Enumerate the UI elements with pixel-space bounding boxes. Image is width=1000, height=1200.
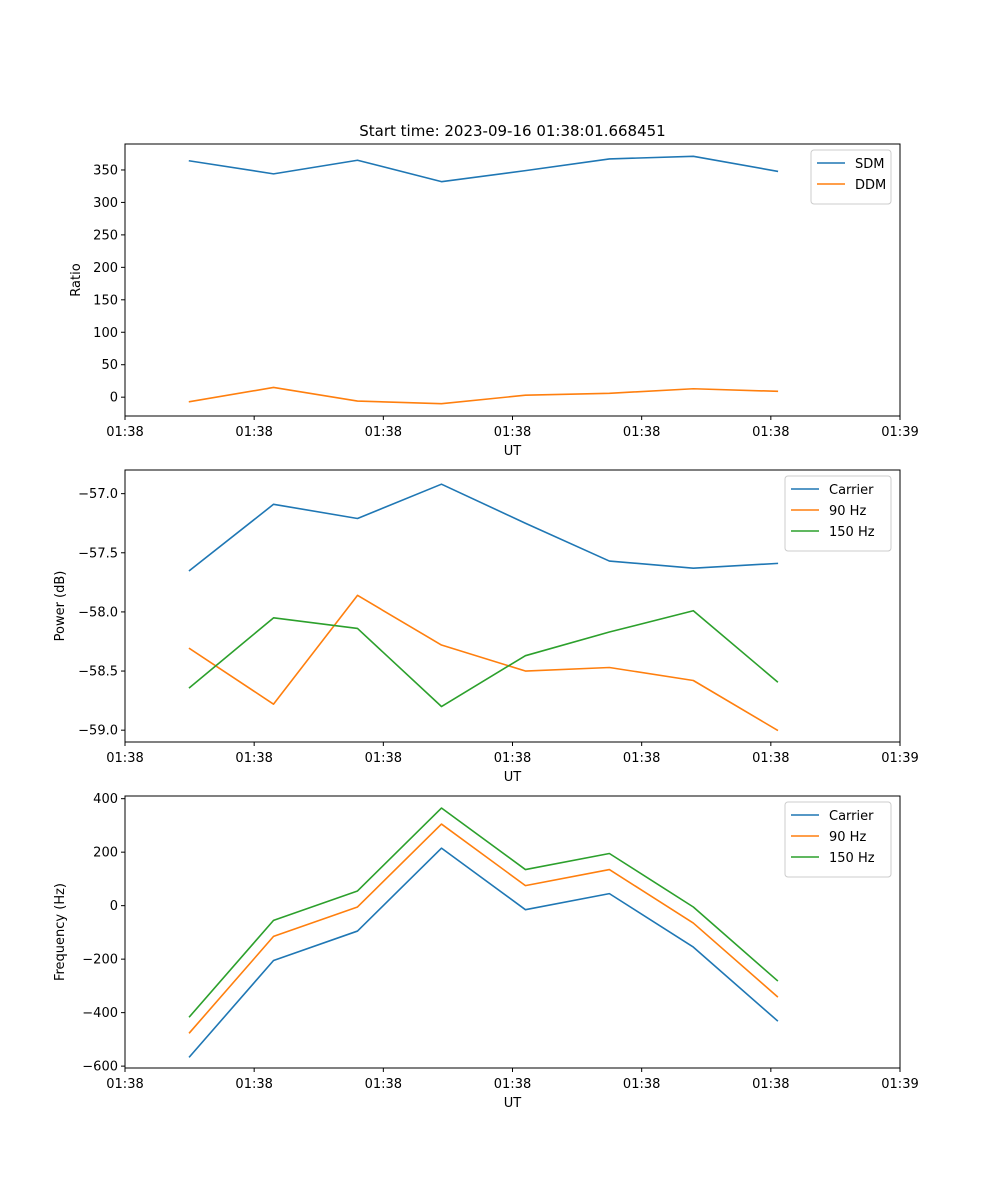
x-tick-label: 01:39: [881, 751, 918, 766]
y-tick-label: −200: [82, 953, 118, 968]
subplots: 01:38 01:38 01:38 01:38 01:38 01:38 01:39 0 50 10…: [53, 143, 919, 1111]
legend-box: [784, 801, 892, 878]
x-tick-label: 01:38: [365, 751, 402, 766]
x-tick-label: 01:38: [235, 1077, 272, 1092]
y-tick-label: 200: [93, 846, 118, 861]
series-line-ddm: [188, 386, 779, 405]
series-line-carrier: [188, 847, 779, 1058]
y-tick-label: 100: [93, 326, 118, 341]
series-line-90-hz: [188, 594, 779, 732]
y-tick-label: −58.5: [78, 665, 118, 680]
series-line-sdm: [188, 155, 779, 183]
y-tick-label: −59.0: [78, 724, 118, 739]
x-tick-label: 01:38: [106, 751, 143, 766]
x-tick-label: 01:38: [494, 1077, 531, 1092]
x-tick-label: 01:38: [752, 425, 789, 440]
legend-label: DDM: [855, 178, 886, 193]
x-tick-label: 01:38: [235, 425, 272, 440]
y-tick-label: −58.0: [78, 605, 118, 620]
y-tick-label: 400: [93, 792, 118, 807]
legend: Carrier 90 Hz 150 Hz: [784, 475, 892, 552]
series-line-150-hz: [188, 609, 779, 708]
x-tick-label: 01:38: [235, 751, 272, 766]
legend-label: 90 Hz: [829, 504, 866, 519]
x-tick-label: 01:38: [365, 1077, 402, 1092]
series-line-150-hz: [188, 807, 779, 1018]
x-tick-label: 01:38: [752, 751, 789, 766]
y-tick-label: −400: [82, 1006, 118, 1021]
y-tick-label: 150: [93, 293, 118, 308]
x-tick-label: 01:38: [106, 1077, 143, 1092]
y-axis-label: Frequency (Hz): [53, 883, 68, 981]
x-axis-label: UT: [504, 1096, 522, 1111]
y-axis-label: Power (dB): [53, 571, 68, 642]
legend-label: 150 Hz: [829, 851, 875, 866]
y-tick-label: −57.0: [78, 487, 118, 502]
panel-1: 01:38 01:38 01:38 01:38 01:38 01:38 01:39 0 50 10…: [69, 143, 919, 459]
figure-title: Start time: 2023-09-16 01:38:01.668451: [359, 122, 665, 140]
x-tick-label: 01:38: [494, 425, 531, 440]
x-tick-label: 01:39: [881, 1077, 918, 1092]
y-tick-label: −57.5: [78, 546, 118, 561]
panel-2: 01:38 01:38 01:38 01:38 01:38 01:38 01:39 −59.0…: [53, 469, 919, 785]
legend-label: SDM: [855, 157, 884, 172]
legend: Carrier 90 Hz 150 Hz: [784, 801, 892, 878]
x-tick-label: 01:39: [881, 425, 918, 440]
x-tick-label: 01:38: [623, 751, 660, 766]
legend-label: 150 Hz: [829, 525, 875, 540]
x-tick-label: 01:38: [365, 425, 402, 440]
x-axis-label: UT: [504, 444, 522, 459]
legend-label: Carrier: [829, 483, 874, 498]
x-tick-label: 01:38: [623, 1077, 660, 1092]
x-tick-label: 01:38: [106, 425, 143, 440]
y-axis-label: Ratio: [69, 263, 84, 296]
legend-label: Carrier: [829, 809, 874, 824]
series-line-carrier: [188, 483, 779, 572]
y-tick-label: −600: [82, 1060, 118, 1075]
legend-box: [784, 475, 892, 552]
x-tick-label: 01:38: [623, 425, 660, 440]
y-tick-label: 250: [93, 228, 118, 243]
y-tick-label: 0: [110, 899, 118, 914]
y-tick-label: 200: [93, 261, 118, 276]
x-axis-label: UT: [504, 770, 522, 785]
series-line-90-hz: [188, 823, 779, 1034]
panel-3: 01:38 01:38 01:38 01:38 01:38 01:38 01:39 −600 −…: [53, 792, 919, 1111]
x-tick-label: 01:38: [494, 751, 531, 766]
y-tick-label: 0: [110, 391, 118, 406]
y-tick-label: 350: [93, 163, 118, 178]
y-tick-label: 50: [101, 358, 118, 373]
legend: SDM DDM: [810, 149, 892, 205]
x-tick-label: 01:38: [752, 1077, 789, 1092]
y-tick-label: 300: [93, 196, 118, 211]
legend-label: 90 Hz: [829, 830, 866, 845]
